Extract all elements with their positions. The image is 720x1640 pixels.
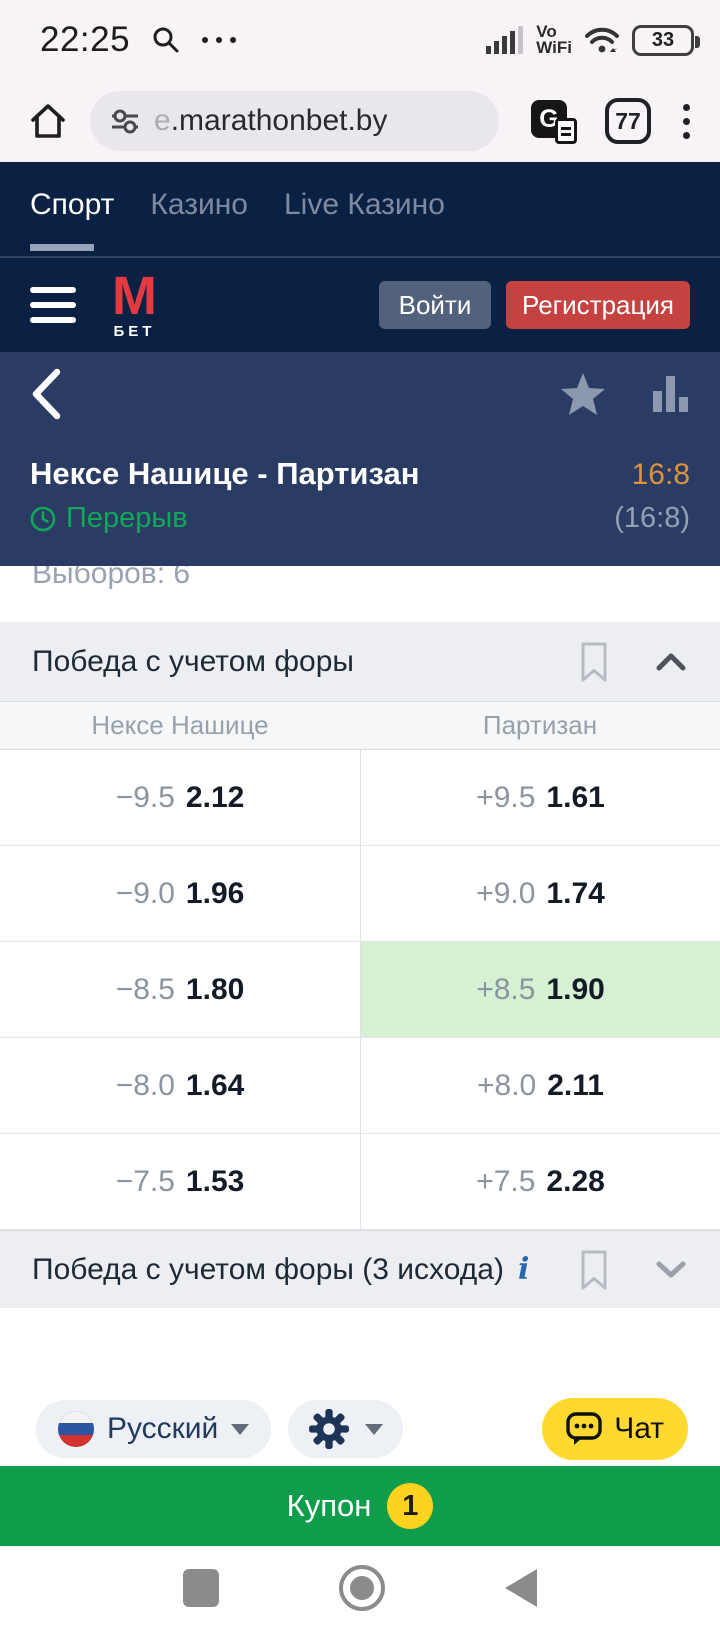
period-score: (16:8) bbox=[614, 502, 690, 534]
odds-cell-right-0[interactable]: +9.5 1.61 bbox=[360, 750, 720, 845]
table-row: −9.0 1.96 +9.0 1.74 bbox=[0, 846, 720, 942]
clock-icon bbox=[30, 506, 56, 532]
nav-tabs: Спорт Казино Live Казино bbox=[0, 162, 720, 251]
match-score: 16:8 bbox=[631, 458, 690, 491]
coupon-count-badge: 1 bbox=[387, 1483, 434, 1529]
odds-cell-left-0[interactable]: −9.5 2.12 bbox=[0, 750, 360, 845]
odds-cell-right-1[interactable]: +9.0 1.74 bbox=[360, 846, 720, 941]
chevron-up-icon[interactable] bbox=[656, 652, 686, 671]
chevron-down-icon[interactable] bbox=[656, 1260, 686, 1279]
search-icon[interactable] bbox=[152, 26, 180, 54]
translate-icon[interactable]: G bbox=[531, 98, 577, 144]
caret-down-icon bbox=[231, 1423, 250, 1435]
status-left: 22:25 bbox=[40, 20, 237, 60]
market-header-handicap[interactable]: Победа с учетом форы bbox=[0, 622, 720, 702]
recents-button[interactable] bbox=[183, 1569, 219, 1607]
statistics-icon[interactable] bbox=[652, 374, 690, 414]
table-row: −7.5 1.53 +7.5 2.28 bbox=[0, 1134, 720, 1230]
menu-icon[interactable] bbox=[30, 287, 76, 323]
register-button[interactable]: Регистрация bbox=[506, 281, 690, 329]
table-row: −8.0 1.64 +8.0 2.11 bbox=[0, 1038, 720, 1134]
url-text: e.marathonbet.by bbox=[154, 104, 388, 137]
table-row: −8.5 1.80 +8.5 1.90 bbox=[0, 942, 720, 1038]
caret-down-icon bbox=[365, 1423, 383, 1435]
site-nav: Спорт Казино Live Казино М БЕТ Войти Рег… bbox=[0, 162, 720, 352]
back-icon[interactable] bbox=[30, 368, 62, 420]
status-right: Vo WiFi 33 bbox=[486, 22, 700, 57]
coupon-bar[interactable]: Купон 1 bbox=[0, 1466, 720, 1546]
odds-cell-left-2[interactable]: −8.5 1.80 bbox=[0, 942, 360, 1037]
active-tab-underline bbox=[30, 244, 94, 251]
selections-count-strip: Выборов: 6 bbox=[0, 566, 720, 622]
match-status: Перерыв bbox=[30, 502, 188, 535]
android-nav-bar bbox=[0, 1556, 720, 1620]
ellipsis-icon bbox=[202, 37, 237, 43]
russian-flag-icon bbox=[58, 1411, 94, 1447]
android-back-button[interactable] bbox=[505, 1569, 537, 1607]
battery-icon: 33 bbox=[632, 24, 700, 56]
android-home-button[interactable] bbox=[339, 1565, 385, 1611]
site-header: М БЕТ Войти Регистрация bbox=[0, 258, 720, 352]
team1-column-label: Нексе Нашице bbox=[91, 710, 269, 740]
site-settings-icon[interactable] bbox=[110, 106, 140, 136]
language-selector[interactable]: Русский bbox=[36, 1400, 272, 1458]
handicap-odds-table: −9.5 2.12 +9.5 1.61 −9.0 1.96 +9.0 1.74 −8.5… bbox=[0, 750, 720, 1230]
odds-cell-left-4[interactable]: −7.5 1.53 bbox=[0, 1134, 360, 1229]
market-title: Победа с учетом форы (3 исхода) i bbox=[32, 1252, 530, 1287]
coupon-label: Купон bbox=[286, 1488, 372, 1523]
wifi-icon bbox=[584, 25, 620, 55]
settings-selector[interactable] bbox=[288, 1400, 403, 1458]
team2-column-label: Партизан bbox=[482, 710, 598, 740]
chat-button[interactable]: Чат bbox=[542, 1398, 688, 1460]
gear-icon bbox=[308, 1408, 350, 1450]
logo[interactable]: М БЕТ bbox=[112, 266, 157, 340]
bookmark-icon[interactable] bbox=[578, 1249, 610, 1291]
match-header: Нексе Нашице - Партизан 16:8 Перерыв (16… bbox=[0, 352, 720, 566]
tab-live-casino[interactable]: Live Казино bbox=[283, 188, 445, 221]
market-header-handicap-3way[interactable]: Победа с учетом форы (3 исхода) i bbox=[0, 1230, 720, 1308]
browser-menu-icon[interactable] bbox=[679, 100, 694, 143]
favorite-star-icon[interactable] bbox=[560, 372, 606, 416]
odds-cell-right-2[interactable]: +8.5 1.90 bbox=[360, 942, 720, 1037]
status-bar: 22:25 Vo WiFi bbox=[0, 0, 720, 80]
login-button[interactable]: Войти bbox=[379, 281, 491, 329]
match-title: Нексе Нашице - Партизан bbox=[30, 456, 420, 491]
language-label: Русский bbox=[107, 1412, 219, 1445]
table-row: −9.5 2.12 +9.5 1.61 bbox=[0, 750, 720, 846]
odds-cell-right-4[interactable]: +7.5 2.28 bbox=[360, 1134, 720, 1229]
vowifi-indicator: Vo WiFi bbox=[536, 22, 572, 57]
odds-cell-right-3[interactable]: +8.0 2.11 bbox=[360, 1038, 720, 1133]
chat-bubble-icon bbox=[566, 1411, 602, 1447]
nav-divider bbox=[0, 256, 720, 258]
browser-toolbar: e.marathonbet.by G 77 bbox=[0, 80, 720, 162]
clock: 22:25 bbox=[40, 20, 131, 59]
odds-cell-left-3[interactable]: −8.0 1.64 bbox=[0, 1038, 360, 1133]
tab-casino[interactable]: Казино bbox=[150, 188, 248, 221]
team-columns-header: Нексе Нашице Партизан bbox=[0, 702, 720, 750]
market-title: Победа с учетом форы bbox=[32, 644, 354, 678]
tab-counter[interactable]: 77 bbox=[605, 98, 651, 144]
signal-icon bbox=[486, 25, 524, 55]
info-icon[interactable]: i bbox=[517, 1252, 530, 1287]
selections-count: Выборов: 6 bbox=[32, 566, 191, 590]
tab-sport[interactable]: Спорт bbox=[30, 188, 114, 251]
odds-cell-left-1[interactable]: −9.0 1.96 bbox=[0, 846, 360, 941]
home-icon[interactable] bbox=[26, 99, 70, 143]
bookmark-icon[interactable] bbox=[578, 641, 610, 683]
chat-label: Чат bbox=[614, 1412, 664, 1445]
url-bar[interactable]: e.marathonbet.by bbox=[90, 91, 499, 151]
